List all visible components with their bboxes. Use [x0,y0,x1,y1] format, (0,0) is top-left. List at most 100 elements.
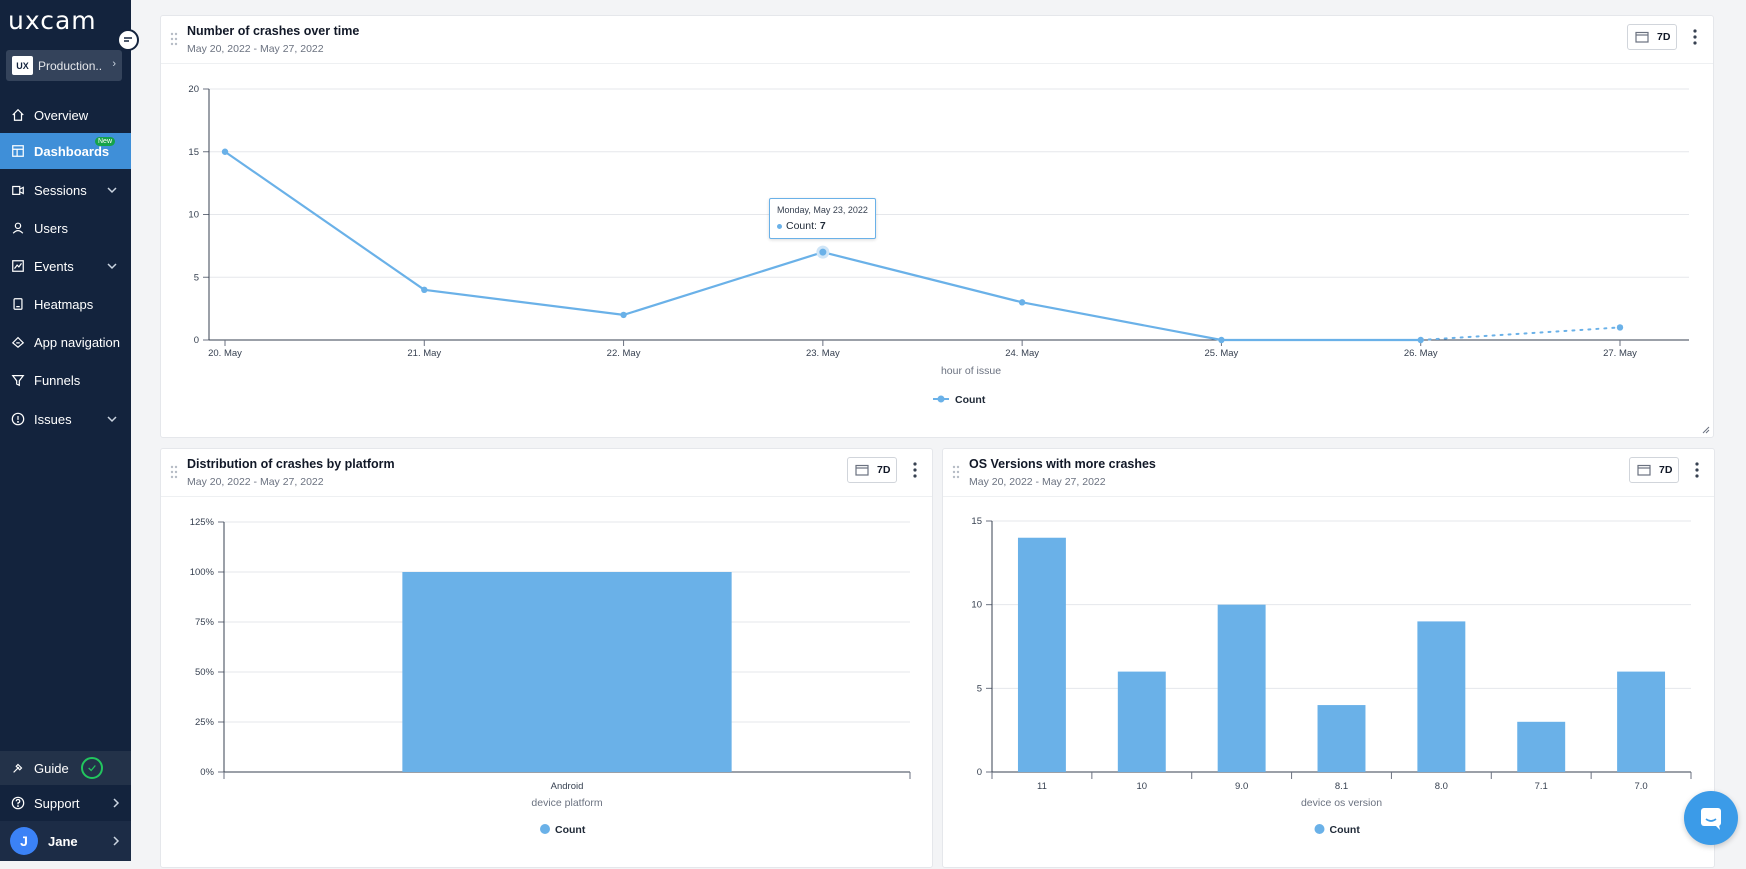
user-name: Jane [48,833,78,849]
bar [1617,671,1666,772]
date-range-button[interactable]: 7D [847,457,897,483]
x-axis-title: hour of issue [941,365,1001,377]
data-point [221,148,229,155]
chat-support-button[interactable] [1684,791,1738,845]
series-line-projection [1419,326,1621,341]
sidebar-item-label: Dashboards [34,143,110,159]
resize-handle-icon[interactable] [1702,426,1710,434]
x-tick-label: 21. May [407,348,441,359]
card-date-range: May 20, 2022 - May 27, 2022 [187,476,324,488]
card-title: OS Versions with more crashes [969,457,1156,471]
series-dot [777,223,782,229]
kebab-icon [1695,462,1699,478]
y-tick-label: 0% [200,767,214,778]
card-title: Number of crashes over time [187,24,360,38]
x-tick-label: Android [551,781,584,792]
sidebar-item-dashboards[interactable]: Dashboards New [0,133,131,169]
sidebar-item-funnels[interactable]: Funnels [0,362,131,398]
sidebar-item-label: Heatmaps [34,296,94,312]
bar [1317,705,1366,772]
sidebar-item-users[interactable]: Users [0,210,131,246]
data-point [1018,299,1026,306]
sidebar-item-app-navigation[interactable]: App navigation [0,324,131,360]
kebab-icon [1693,29,1697,45]
sidebar: uxcam UX Production... › Overview Dashboa… [0,0,131,861]
data-point [1616,324,1624,331]
collapse-sidebar-button[interactable] [117,29,139,51]
check-icon [80,757,103,779]
tooltip-row: Count: 7 [777,220,826,232]
x-tick-label: 27. May [1603,348,1637,359]
uxcam-logo[interactable]: uxcam [8,6,97,35]
os-versions-card: OS Versions with more crashes May 20, 20… [942,448,1715,868]
sidebar-item-label: App navigation [34,334,121,350]
events-icon [10,258,26,274]
sidebar-item-label: Users [34,220,68,236]
dashboard-icon [10,143,26,159]
card-date-range: May 20, 2022 - May 27, 2022 [187,43,324,55]
bar-chart-platform: 0% 25% 50% 75% 100% 125% Android device platfor… [190,517,911,836]
card-header: OS Versions with more crashes May 20, 20… [943,449,1714,497]
users-icon [10,220,26,236]
x-tick-label: 8.1 [1335,781,1348,792]
range-label: 7D [877,464,891,476]
project-selector[interactable]: UX Production... › [6,50,122,81]
bar-chart-os-versions: 0 5 10 15 11 10 9.0 8.1 8.0 7.1 7.0 device os versi… [971,516,1692,836]
sidebar-item-heatmaps[interactable]: Heatmaps [0,286,131,322]
card-date-range: May 20, 2022 - May 27, 2022 [969,476,1106,488]
y-tick-label: 20 [188,84,199,95]
sidebar-item-overview[interactable]: Overview [0,97,131,133]
y-tick-label: 50% [195,667,215,678]
legend-label: Count [955,394,986,406]
avatar: J [10,827,38,855]
tooltip-date: Monday, May 23, 2022 [777,205,868,215]
drag-handle-icon[interactable] [170,465,178,479]
project-badge: UX [12,56,33,75]
x-tick-label: 8.0 [1435,781,1448,792]
sidebar-item-issues[interactable]: Issues [0,401,131,437]
range-label: 7D [1657,31,1671,43]
date-range-button[interactable]: 7D [1629,457,1679,483]
x-axis-title: device os version [1301,797,1382,809]
sidebar-item-events[interactable]: Events [0,248,131,284]
x-tick-label: 11 [1037,781,1047,792]
drag-handle-icon[interactable] [170,32,178,46]
support-label: Support [34,795,80,811]
bar [1017,537,1066,772]
support-button[interactable]: Support [0,786,131,820]
heatmaps-icon [10,296,26,312]
y-tick-label: 0 [194,335,199,346]
more-options-button[interactable] [909,461,921,479]
calendar-icon [1635,31,1649,43]
kebab-icon [913,462,917,478]
more-options-button[interactable] [1691,461,1703,479]
guide-button[interactable]: Guide [0,751,131,785]
user-menu[interactable]: J Jane [0,821,131,861]
y-tick-label: 25% [195,717,215,728]
y-tick-label: 5 [977,683,982,694]
bar [1417,621,1466,772]
chat-icon [1701,808,1721,830]
drag-handle-icon[interactable] [952,465,960,479]
sidebar-item-label: Sessions [34,182,87,198]
new-badge: New [95,137,116,146]
chevron-right-icon [111,796,121,811]
card-header: Distribution of crashes by platform May … [161,449,932,497]
bar [1517,721,1566,772]
sidebar-item-label: Issues [34,411,72,427]
x-axis-title: device platform [531,797,602,809]
guide-icon [10,760,26,776]
more-options-button[interactable] [1689,28,1701,46]
y-tick-label: 125% [190,517,215,528]
x-tick-label: 10 [1136,781,1147,792]
data-point [1417,336,1424,344]
crashes-over-time-card: Number of crashes over time May 20, 2022… [160,15,1714,438]
sidebar-item-sessions[interactable]: Sessions [0,172,131,208]
date-range-button[interactable]: 7D [1627,24,1677,50]
bar [1117,671,1166,772]
data-point [816,245,830,259]
home-icon [10,107,26,123]
line-chart: 0 5 10 15 20 20. May 21. May 22. May 23. May 24. … [188,84,1689,406]
y-tick-label: 10 [188,210,199,221]
data-point [1218,336,1225,344]
